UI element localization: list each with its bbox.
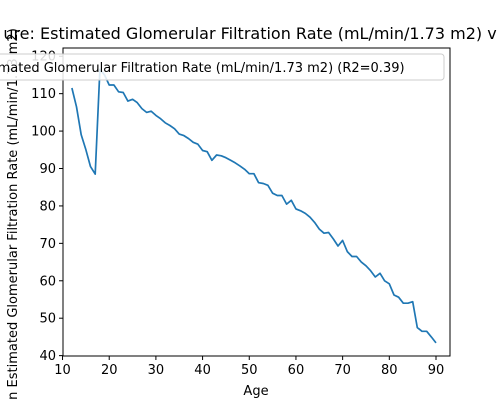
y-tick-label: 70 xyxy=(39,237,56,252)
x-tick-label: 60 xyxy=(288,363,305,378)
y-tick-label: 110 xyxy=(31,87,56,102)
y-tick-label: 60 xyxy=(39,274,56,289)
y-tick-label: 80 xyxy=(39,199,56,214)
y-tick-label: 100 xyxy=(31,125,56,140)
x-tick-label: 50 xyxy=(241,363,258,378)
y-axis-title: ean Estimated Glomerular Filtration Rate… xyxy=(6,28,21,400)
y-tick-label: 40 xyxy=(39,349,56,364)
legend-label: imated Glomerular Filtration Rate (mL/mi… xyxy=(0,61,405,76)
x-tick-label: 40 xyxy=(194,363,211,378)
x-axis-title: Age xyxy=(243,384,268,399)
x-tick-label: 70 xyxy=(334,363,351,378)
series-line xyxy=(71,68,437,344)
y-tick-label: 50 xyxy=(39,312,56,327)
x-tick-label: 30 xyxy=(148,363,165,378)
legend-box xyxy=(0,53,445,81)
chart-title: ure: Estimated Glomerular Filtration Rat… xyxy=(3,24,496,43)
x-tick-label: 10 xyxy=(54,363,71,378)
x-tick-label: 20 xyxy=(101,363,118,378)
y-tick-label: 90 xyxy=(39,162,56,177)
plot-frame xyxy=(62,47,451,357)
x-tick-label: 90 xyxy=(428,363,445,378)
x-tick-label: 80 xyxy=(381,363,398,378)
